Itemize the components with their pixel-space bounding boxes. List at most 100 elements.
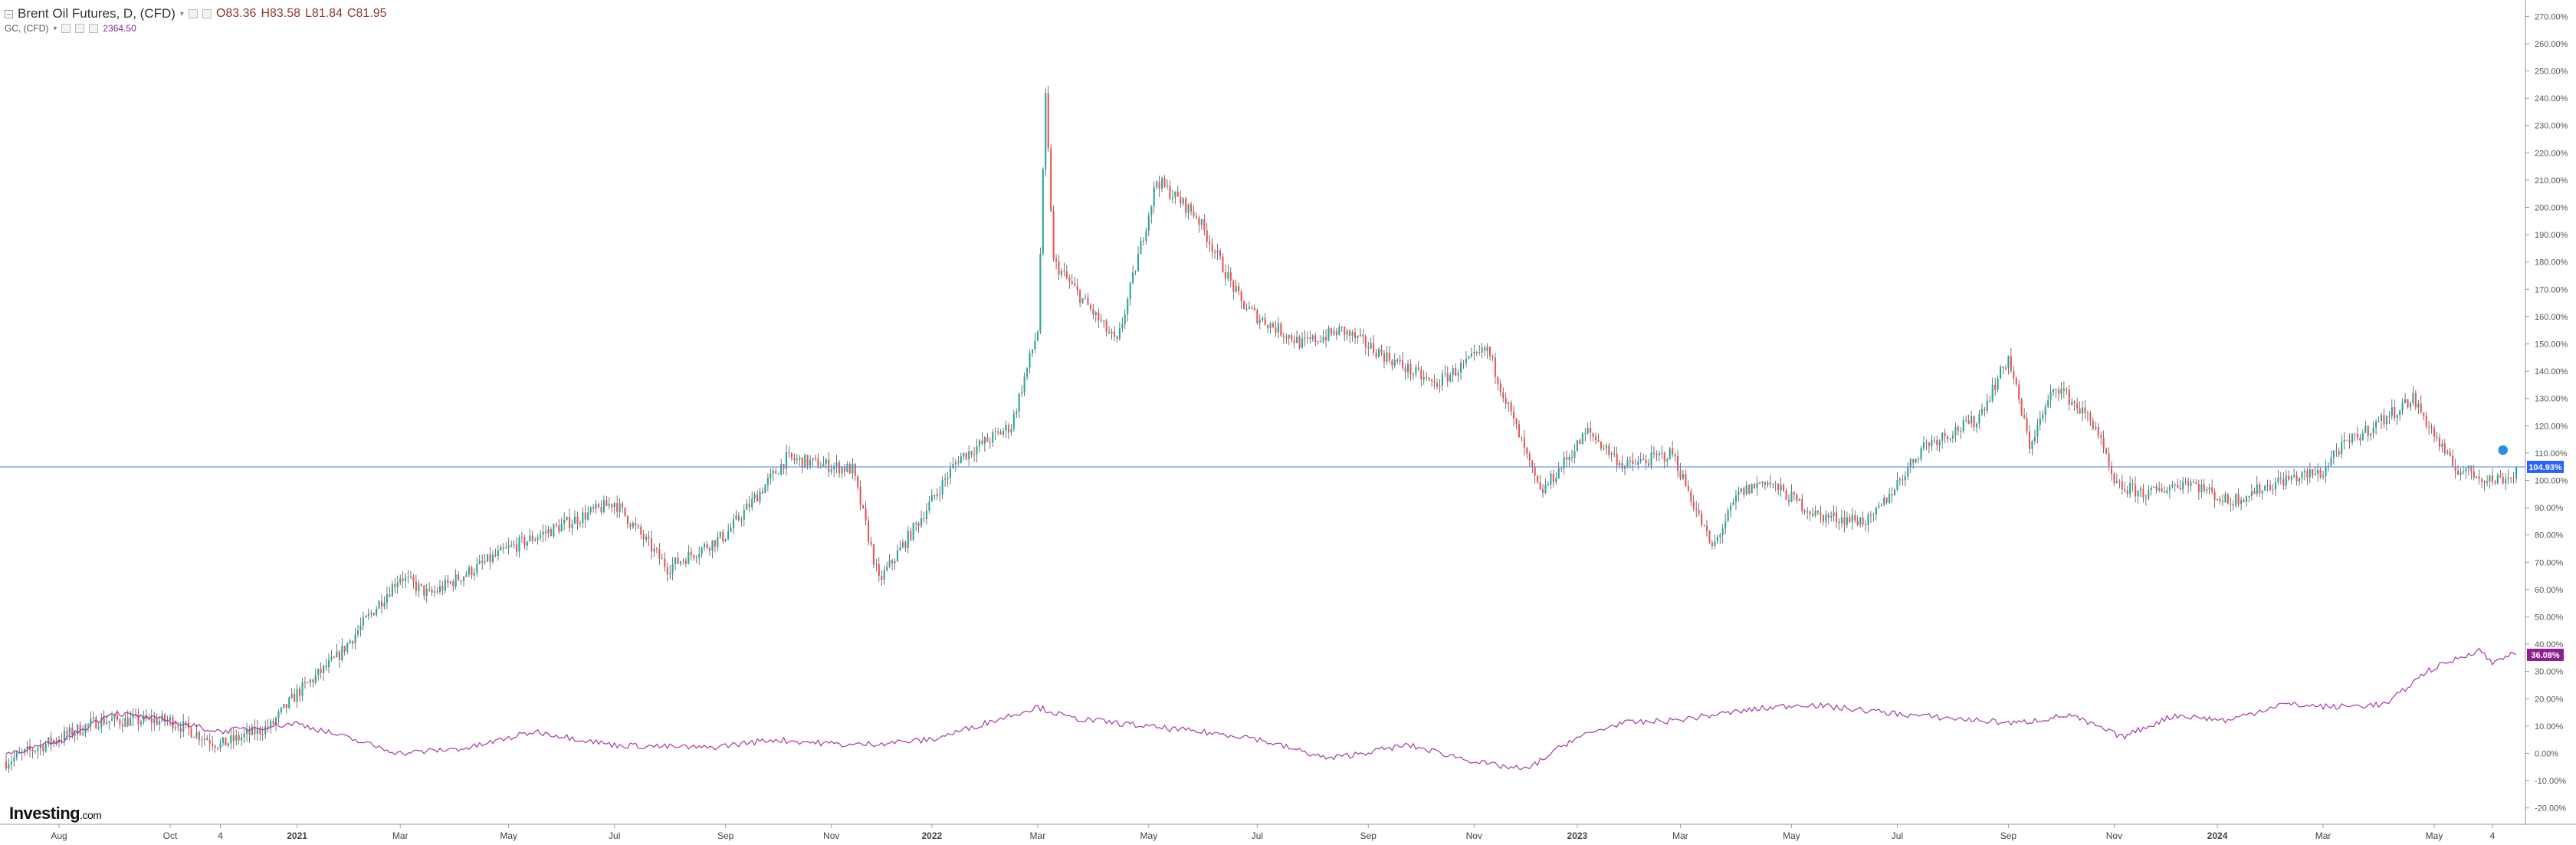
candle-body — [2089, 413, 2092, 421]
candle-body — [2325, 465, 2327, 476]
candle-body — [1288, 335, 1290, 339]
candle-body — [2010, 356, 2012, 372]
candle-body — [267, 726, 269, 728]
candle-body — [294, 693, 296, 702]
candle-body — [619, 503, 621, 512]
candle-body — [1925, 442, 1928, 444]
candle-body — [772, 470, 774, 474]
candle-body — [1364, 336, 1367, 347]
candle-body — [605, 500, 608, 506]
candle-body — [238, 735, 240, 741]
candle-body — [2436, 436, 2438, 438]
candle-body — [1169, 185, 1171, 199]
candle-body — [1089, 304, 1091, 309]
candle-body — [1769, 482, 1771, 485]
candle-body — [2496, 475, 2499, 484]
candle-body — [346, 643, 349, 652]
candle-body — [39, 745, 41, 749]
candle-body — [2454, 466, 2456, 471]
candle-body — [256, 728, 258, 735]
candle-body — [1007, 425, 1009, 433]
candle-body — [2092, 420, 2094, 429]
candle-body — [1672, 448, 1674, 455]
candle-body — [1619, 462, 1621, 465]
candle-body — [1793, 492, 1795, 495]
candle-body — [354, 634, 356, 644]
candle-body — [77, 725, 79, 734]
candle-body — [963, 452, 965, 457]
candle-body — [1745, 485, 1747, 495]
candle-body — [1327, 328, 1330, 340]
settings-icon[interactable] — [188, 9, 198, 18]
candle-body — [1282, 335, 1285, 337]
candle-body — [2428, 426, 2430, 428]
close-series-icon[interactable] — [202, 9, 212, 18]
hide-series-icon[interactable] — [61, 24, 71, 33]
close-series-icon[interactable] — [89, 24, 99, 33]
candle-body — [259, 728, 261, 735]
candle-body — [2446, 452, 2449, 454]
candle-body — [743, 509, 745, 520]
candle-body — [862, 505, 865, 508]
x-tick-label: May — [1140, 830, 1157, 841]
candle-body — [1907, 467, 1909, 477]
candle-body — [1277, 324, 1279, 333]
candle-body — [1002, 430, 1005, 435]
candle-body — [325, 665, 327, 668]
x-tick-label: Aug — [51, 830, 67, 841]
x-tick-label: Nov — [2106, 830, 2122, 841]
candle-body — [2161, 488, 2163, 492]
chevron-down-icon[interactable]: ▾ — [53, 24, 57, 33]
candle-body — [1555, 478, 1557, 482]
candle-body — [336, 651, 338, 658]
candle-body — [1920, 448, 1922, 460]
candle-body — [2380, 415, 2383, 422]
candle-body — [1632, 460, 1634, 464]
candle-body — [108, 720, 110, 722]
candle-body — [1370, 343, 1372, 349]
candle-body — [37, 748, 39, 751]
candle-body — [1344, 326, 1346, 335]
candle-body — [169, 717, 171, 721]
candle-body — [1951, 436, 1954, 439]
candle-body — [711, 540, 714, 551]
candle-body — [2084, 407, 2086, 413]
candle-body — [1938, 440, 1941, 446]
candle-body — [264, 726, 267, 735]
y-tick-label: 50.00% — [2535, 613, 2564, 622]
candle-body — [441, 586, 444, 591]
candle-body — [1206, 230, 1208, 242]
alert-marker-icon[interactable] — [2496, 444, 2509, 456]
candle-body — [1285, 337, 1288, 339]
collapse-legend-icon[interactable] — [5, 9, 13, 18]
candle-body — [1349, 330, 1351, 336]
candle-body — [1896, 479, 1898, 490]
candle-body — [1267, 324, 1269, 329]
settings-icon[interactable] — [75, 24, 85, 33]
candle-body — [983, 437, 986, 444]
close-value: C81.95 — [346, 7, 387, 20]
candle-body — [1446, 373, 1449, 382]
gold-price-label: 36.08% — [2531, 651, 2560, 660]
candle-body — [1708, 530, 1711, 543]
candle-body — [518, 537, 520, 552]
candle-body — [2330, 457, 2332, 466]
candle-body — [999, 432, 1002, 435]
candle-body — [1010, 429, 1012, 433]
chevron-down-icon[interactable]: ▾ — [179, 9, 184, 18]
candle-body — [1754, 484, 1756, 488]
candle-body — [1423, 376, 1425, 380]
candle-body — [2394, 406, 2396, 419]
candle-body — [378, 601, 380, 609]
candle-body — [1563, 457, 1565, 469]
candle-body — [90, 718, 92, 725]
compare-series-value: 2364.50 — [103, 23, 136, 34]
candle-body — [708, 547, 711, 551]
candle-body — [891, 560, 894, 564]
x-tick-label: Sep — [1360, 830, 1377, 841]
candle-body — [494, 554, 497, 556]
candle-body — [1846, 517, 1848, 525]
candle-body — [2237, 494, 2240, 505]
candle-body — [1362, 334, 1364, 337]
